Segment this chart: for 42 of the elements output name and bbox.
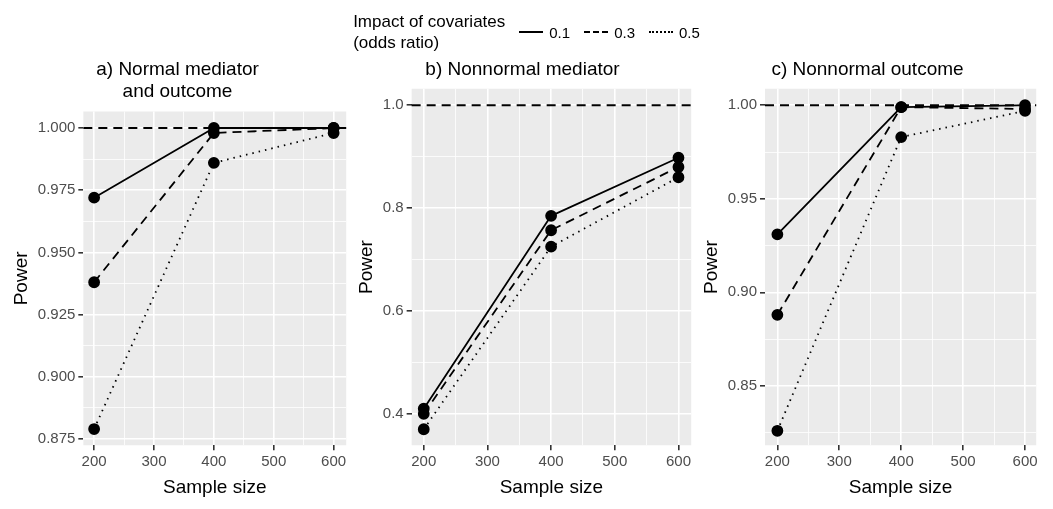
x-tick-label: 500 bbox=[261, 452, 287, 470]
y-tick-label: 0.975 bbox=[37, 180, 76, 198]
x-tick-label: 600 bbox=[1012, 452, 1038, 470]
y-tick-label: 0.875 bbox=[37, 429, 76, 447]
x-tick-label: 400 bbox=[888, 452, 914, 470]
y-axis-title: Power bbox=[9, 250, 31, 306]
chart-title: c) Nonnormal outcome bbox=[771, 57, 964, 79]
legend-label: 0.5 bbox=[678, 23, 700, 41]
y-tick-label: 0.85 bbox=[727, 376, 757, 394]
x-tick-label: 200 bbox=[411, 452, 437, 470]
y-tick-label: 1.00 bbox=[727, 95, 757, 113]
y-tick-label: 0.900 bbox=[37, 366, 76, 384]
y-tick-label: 0.95 bbox=[727, 188, 757, 206]
legend-title: Impact of covariates (odds ratio) bbox=[353, 11, 506, 53]
x-tick-label: 300 bbox=[826, 452, 852, 470]
y-tick-label: 0.950 bbox=[37, 242, 76, 260]
x-axis-title: Sample size bbox=[163, 475, 267, 497]
x-tick-label: 500 bbox=[602, 452, 628, 470]
chart-title: b) Nonnormal mediator bbox=[425, 57, 621, 79]
y-axis-title: Power bbox=[699, 239, 721, 294]
legend-label: 0.3 bbox=[614, 23, 635, 41]
y-tick-label: 0.925 bbox=[37, 304, 76, 322]
x-tick-label: 500 bbox=[950, 452, 976, 470]
x-tick-label: 200 bbox=[81, 452, 107, 470]
y-tick-label: 0.6 bbox=[382, 301, 404, 319]
x-axis-title: Sample size bbox=[848, 475, 953, 497]
legend-label: 0.1 bbox=[549, 23, 571, 41]
x-axis-title: Sample size bbox=[499, 475, 604, 497]
x-tick-label: 300 bbox=[474, 452, 500, 470]
x-tick-label: 600 bbox=[321, 452, 347, 470]
y-tick-label: 0.90 bbox=[727, 282, 757, 300]
x-tick-label: 400 bbox=[538, 452, 564, 470]
x-tick-label: 300 bbox=[141, 452, 167, 470]
x-tick-label: 200 bbox=[764, 452, 790, 470]
y-tick-label: 0.4 bbox=[382, 403, 404, 421]
y-tick-label: 0.8 bbox=[382, 198, 404, 216]
x-tick-label: 600 bbox=[665, 452, 691, 470]
y-axis-title: Power bbox=[354, 239, 376, 294]
y-tick-label: 1.0 bbox=[382, 95, 404, 113]
chart-title: a) Normal mediator and outcome bbox=[96, 57, 260, 102]
x-tick-label: 400 bbox=[201, 452, 227, 470]
y-tick-label: 1.000 bbox=[37, 118, 76, 136]
